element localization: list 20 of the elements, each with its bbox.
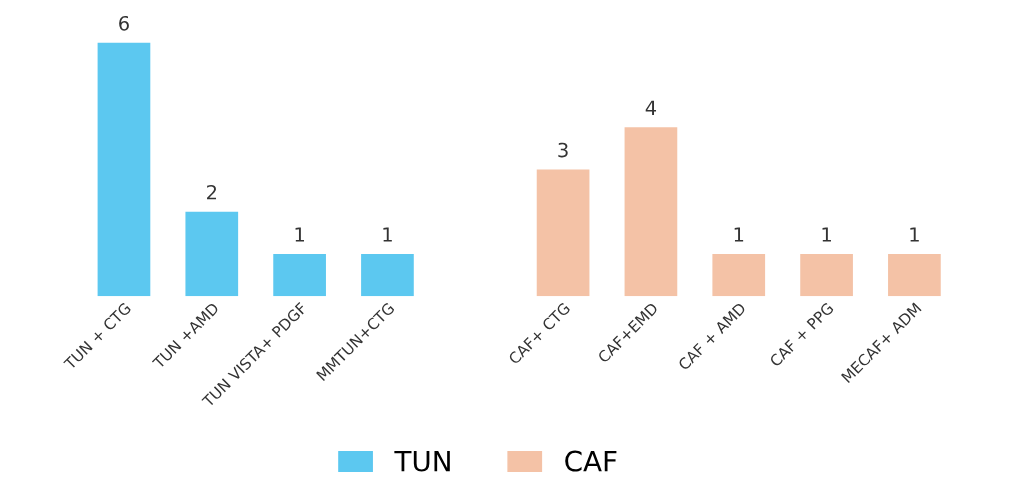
bar xyxy=(800,253,853,297)
data-label: 2 xyxy=(207,184,217,200)
data-label: 1 xyxy=(383,227,392,242)
legend-label: TUN xyxy=(394,450,450,472)
data-label: 1 xyxy=(295,227,304,242)
data-label: 1 xyxy=(734,227,744,242)
bar xyxy=(361,253,414,297)
data-label: 6 xyxy=(119,15,129,31)
bar xyxy=(273,253,326,297)
legend-label: CAF xyxy=(565,450,617,472)
bar xyxy=(888,253,941,297)
data-label: 1 xyxy=(910,227,919,242)
data-label: 4 xyxy=(645,100,657,115)
data-label: 1 xyxy=(822,227,831,242)
bar xyxy=(624,127,678,297)
bar xyxy=(97,42,151,297)
bar xyxy=(712,253,766,297)
bar xyxy=(185,211,239,297)
data-label: 3 xyxy=(558,142,568,158)
bar xyxy=(536,169,590,297)
